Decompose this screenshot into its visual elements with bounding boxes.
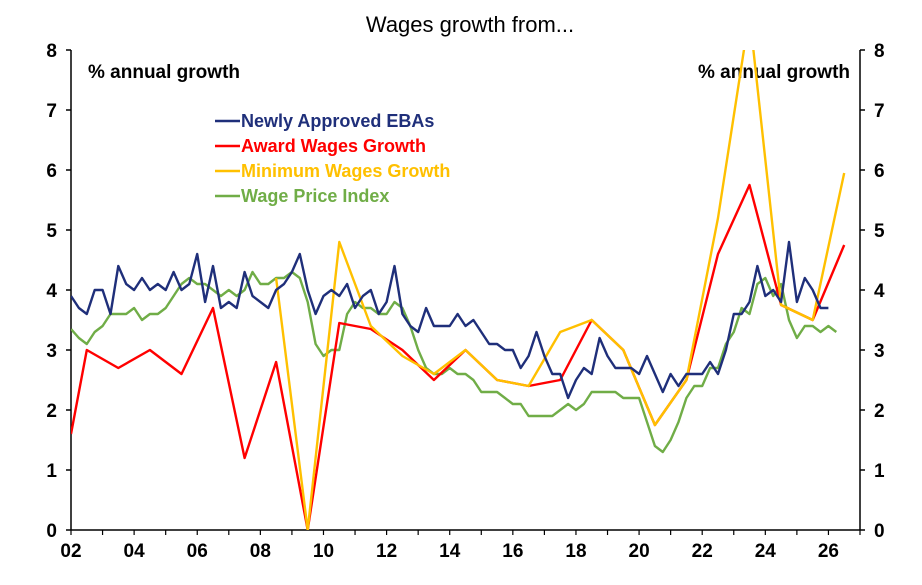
y-tick-label-left: 7 bbox=[46, 101, 57, 122]
left-axis-label: % annual growth bbox=[88, 62, 240, 83]
y-tick-label-right: 1 bbox=[874, 461, 885, 482]
x-tick-label: 18 bbox=[565, 541, 586, 562]
y-tick-label-left: 6 bbox=[46, 161, 57, 182]
series-line-wage-price-index bbox=[71, 270, 838, 454]
y-tick-label-left: 3 bbox=[46, 341, 57, 362]
y-tick-label-right: 7 bbox=[874, 101, 885, 122]
legend-label-newly-approved-ebas: Newly Approved EBAs bbox=[241, 111, 434, 131]
y-tick-label-left: 1 bbox=[46, 461, 57, 482]
y-tick-label-left: 0 bbox=[46, 521, 57, 542]
y-tick-label-right: 6 bbox=[874, 161, 885, 182]
x-tick-label: 08 bbox=[250, 541, 271, 562]
y-tick-label-left: 5 bbox=[46, 221, 57, 242]
x-tick-label: 16 bbox=[502, 541, 523, 562]
y-tick-label-left: 4 bbox=[46, 281, 57, 302]
x-tick-label: 22 bbox=[692, 541, 713, 562]
y-tick-label-right: 5 bbox=[874, 221, 885, 242]
axes: 0 01 12 23 34 45 56 67 78 802 04 06 08 10 12 14 16 18 20 22… bbox=[46, 41, 885, 562]
legend-label-wage-price-index: Wage Price Index bbox=[241, 186, 389, 206]
series-line-minimum-wages-growth bbox=[274, 50, 846, 530]
chart-title: Wages growth from... bbox=[366, 12, 574, 37]
x-tick-label: 04 bbox=[124, 541, 146, 562]
series-line-newly-approved-ebas bbox=[71, 240, 829, 400]
y-tick-label-right: 3 bbox=[874, 341, 885, 362]
series-line-award-wages-growth bbox=[71, 183, 846, 530]
y-tick-label-right: 8 bbox=[874, 41, 885, 62]
y-tick-label-right: 2 bbox=[874, 401, 885, 422]
x-tick-label: 14 bbox=[439, 541, 461, 562]
x-tick-label: 26 bbox=[818, 541, 839, 562]
y-tick-label-left: 8 bbox=[46, 41, 57, 62]
x-tick-label: 20 bbox=[629, 541, 650, 562]
x-tick-label: 24 bbox=[755, 541, 777, 562]
series-layer bbox=[71, 50, 846, 530]
x-tick-label: 10 bbox=[313, 541, 334, 562]
x-tick-label: 02 bbox=[60, 541, 81, 562]
legend-label-minimum-wages-growth: Minimum Wages Growth bbox=[241, 161, 450, 181]
y-tick-label-right: 4 bbox=[874, 281, 885, 302]
y-tick-label-right: 0 bbox=[874, 521, 885, 542]
y-tick-label-left: 2 bbox=[46, 401, 57, 422]
legend-label-award-wages-growth: Award Wages Growth bbox=[241, 136, 426, 156]
legend: Newly Approved EBAs Award Wages Growth Min… bbox=[215, 111, 450, 206]
x-tick-label: 12 bbox=[376, 541, 397, 562]
x-tick-label: 06 bbox=[187, 541, 208, 562]
right-axis-label: % annual growth bbox=[698, 62, 850, 83]
